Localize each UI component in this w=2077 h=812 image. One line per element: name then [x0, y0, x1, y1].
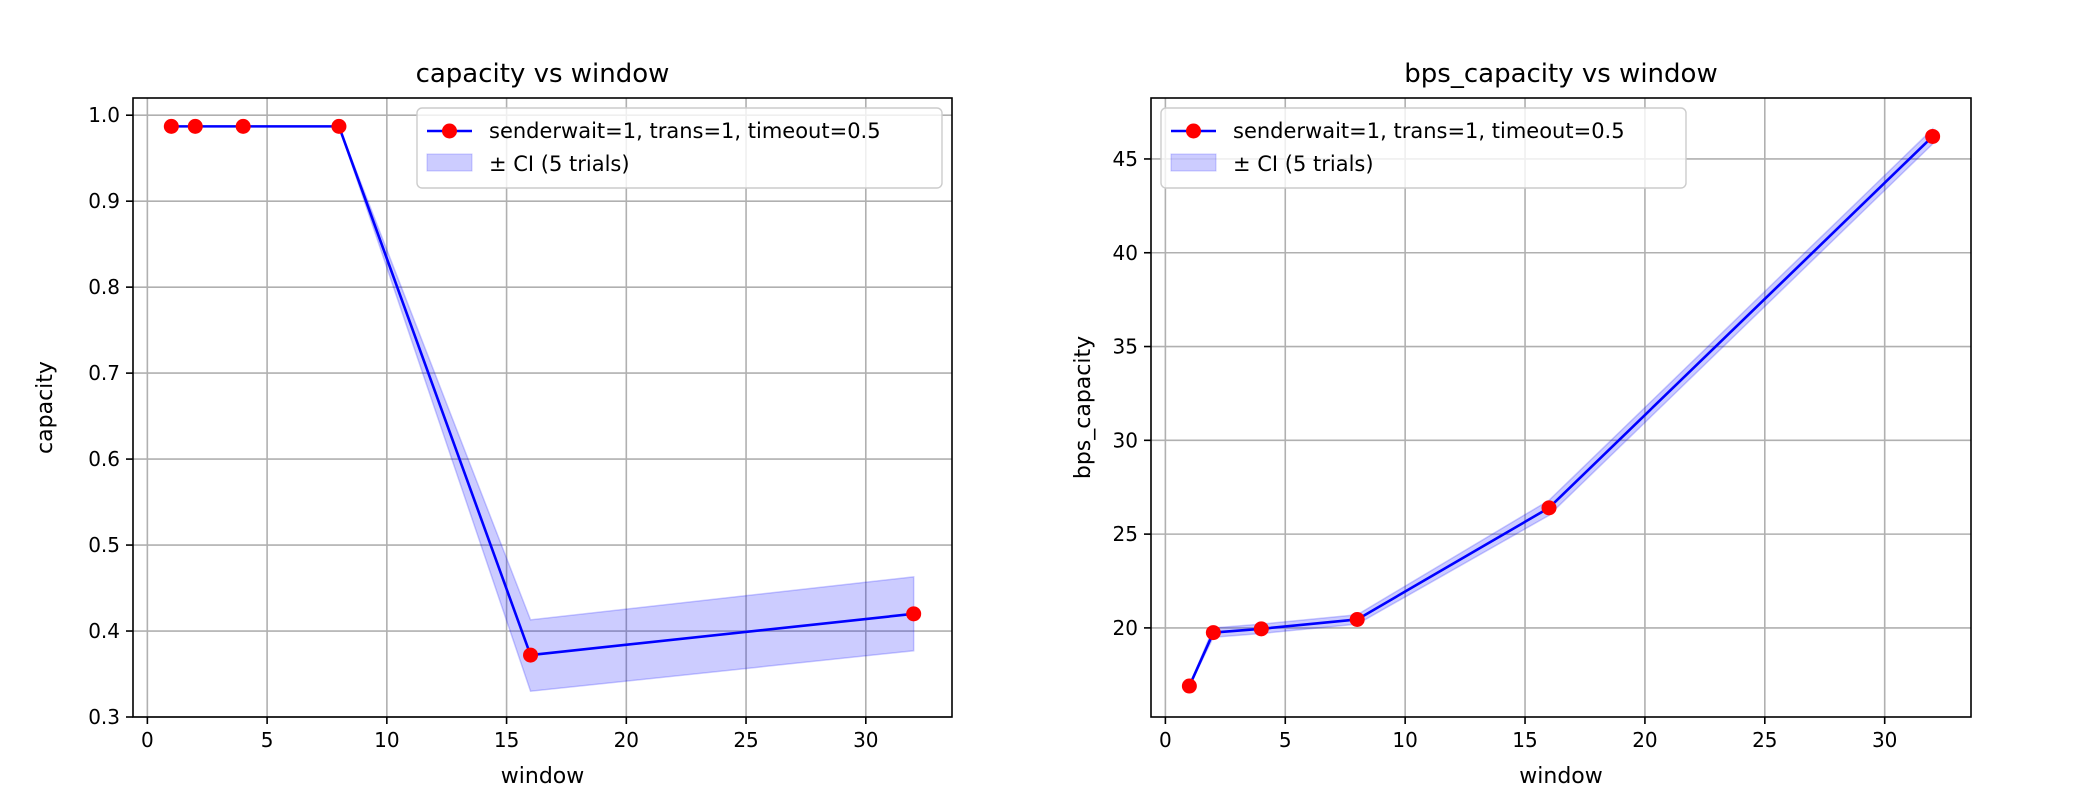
- y-tick-label: 0.7: [88, 361, 120, 385]
- x-tick-label: 5: [1279, 728, 1292, 752]
- legend: senderwait=1, trans=1, timeout=0.5 ± CI (…: [1160, 107, 1687, 189]
- y-tick-label: 1.0: [88, 103, 120, 127]
- data-point: [163, 118, 179, 134]
- bps-capacity-chart: 0 5 10 15 20 25 30 20 25 30 35 40 45 bps_capacity vs …: [1071, 59, 1972, 789]
- data-point: [906, 606, 922, 622]
- data-point: [1253, 621, 1269, 637]
- x-tick-label: 0: [1159, 728, 1172, 752]
- data-point: [1181, 678, 1197, 694]
- x-tick-label: 10: [374, 728, 399, 752]
- x-tick-label: 10: [1392, 728, 1417, 752]
- x-tick-label: 30: [1872, 728, 1897, 752]
- chart-title: capacity vs window: [416, 59, 670, 89]
- data-point: [1205, 625, 1221, 641]
- chart-title: bps_capacity vs window: [1404, 59, 1717, 89]
- data-point: [187, 118, 203, 134]
- x-tick-label: 15: [1512, 728, 1537, 752]
- legend-marker-swatch: [1186, 123, 1201, 139]
- legend-series-label: senderwait=1, trans=1, timeout=0.5: [489, 119, 881, 143]
- x-axis-label: window: [501, 764, 584, 789]
- legend-box: [416, 107, 943, 189]
- x-tick-label: 5: [261, 728, 274, 752]
- x-axis-label: window: [1519, 764, 1602, 789]
- legend-ci-swatch: [426, 153, 473, 172]
- y-tick-label: 30: [1113, 428, 1138, 452]
- y-tick-label: 40: [1113, 241, 1138, 265]
- legend-ci-swatch: [1170, 153, 1217, 172]
- data-point: [1349, 611, 1365, 627]
- data-point: [1925, 128, 1941, 144]
- capacity-chart: 0 5 10 15 20 25 30 0.3 0.4 0.5 0.6 0.7 0.8 0.9 1.0 capa…: [33, 59, 953, 789]
- y-tick-label: 45: [1113, 147, 1138, 171]
- axes-frame: [132, 97, 953, 718]
- data-point: [523, 647, 539, 663]
- x-tick-label: 25: [1752, 728, 1777, 752]
- x-tick-label: 25: [733, 728, 758, 752]
- x-tick-label: 0: [141, 728, 154, 752]
- x-tick-label: 20: [1632, 728, 1657, 752]
- legend-series-label: senderwait=1, trans=1, timeout=0.5: [1233, 119, 1625, 143]
- legend: senderwait=1, trans=1, timeout=0.5 ± CI (…: [416, 107, 943, 189]
- data-point: [1541, 500, 1557, 516]
- y-tick-label: 20: [1113, 616, 1138, 640]
- y-axis-label: capacity: [33, 361, 58, 454]
- y-tick-label: 0.4: [88, 619, 120, 643]
- y-tick-label: 35: [1113, 335, 1138, 359]
- data-point: [331, 118, 347, 134]
- y-tick-label: 25: [1113, 522, 1138, 546]
- x-tick-label: 20: [614, 728, 639, 752]
- y-tick-label: 0.5: [88, 533, 120, 557]
- y-tick-label: 0.9: [88, 189, 120, 213]
- axes-frame: [1150, 97, 1972, 718]
- y-tick-label: 0.6: [88, 447, 120, 471]
- legend-box: [1160, 107, 1687, 189]
- data-point: [235, 118, 251, 134]
- series-line: [1188, 135, 1934, 687]
- legend-marker-swatch: [442, 123, 457, 139]
- legend-ci-label: ± CI (5 trials): [489, 152, 630, 176]
- x-tick-label: 30: [853, 728, 878, 752]
- y-axis-label: bps_capacity: [1071, 336, 1096, 479]
- x-tick-label: 15: [494, 728, 519, 752]
- y-tick-label: 0.8: [88, 275, 120, 299]
- y-tick-label: 0.3: [88, 705, 120, 729]
- legend-ci-label: ± CI (5 trials): [1233, 152, 1374, 176]
- plot-area: [1151, 98, 1971, 717]
